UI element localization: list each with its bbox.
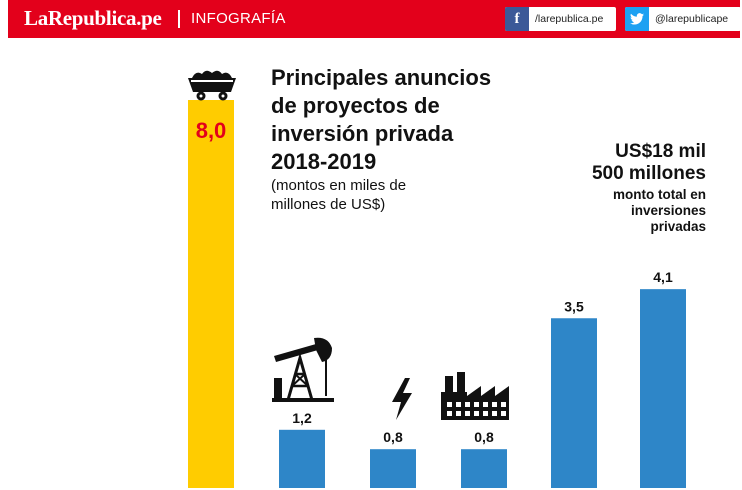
header-bar: LaRepublica.pe INFOGRAFÍA f /larepublica… <box>8 0 741 38</box>
factory-icon <box>441 372 509 420</box>
title-line: 2018-2019 <box>271 149 377 174</box>
total-desc-line: privadas <box>650 219 706 234</box>
total-amount-line: US$18 mil <box>615 141 706 162</box>
brand-logo[interactable]: LaRepublica.pe <box>24 6 162 30</box>
title-line: de proyectos de <box>271 93 440 118</box>
bar <box>279 429 325 488</box>
mine-cart-icon <box>188 70 236 101</box>
bar <box>551 318 597 488</box>
total-annotation: US$18 mil 500 millones monto total en in… <box>592 141 706 235</box>
total-desc-line: inversiones <box>630 203 706 218</box>
twitter-handle: @larepublicape <box>655 13 729 25</box>
title-line: Principales anuncios <box>271 65 492 90</box>
bar-value-label: 0,8 <box>383 429 403 445</box>
bar <box>461 449 507 488</box>
twitter-link[interactable]: @larepublicape <box>625 7 741 31</box>
lightning-icon <box>392 378 412 420</box>
bar-value-label: 3,5 <box>564 298 584 314</box>
total-amount-line: 500 millones <box>591 163 706 184</box>
header-divider <box>178 10 180 28</box>
bar-value-label: 0,8 <box>474 429 494 445</box>
facebook-handle: /larepublica.pe <box>535 13 604 25</box>
total-description: monto total en inversiones privadas <box>592 187 706 235</box>
section-label[interactable]: INFOGRAFÍA <box>191 10 286 27</box>
bar <box>370 449 416 488</box>
facebook-link[interactable]: f /larepublica.pe <box>505 7 616 31</box>
bar-value-label: 1,2 <box>292 410 312 426</box>
chart-subtitle: (montos en miles de millones de US$) <box>271 176 471 214</box>
subtitle-line: (montos en miles de <box>271 177 407 194</box>
total-desc-line: monto total en <box>613 187 706 202</box>
bar-value-label: 8,0 <box>196 118 227 143</box>
subtitle-line: millones de US$) <box>271 196 386 213</box>
facebook-icon: f <box>505 7 529 31</box>
chart-title: Principales anuncios de proyectos de inv… <box>271 64 541 176</box>
oil-pump-icon <box>272 337 334 402</box>
bar <box>640 289 686 488</box>
bar <box>188 100 234 488</box>
twitter-icon <box>625 7 649 31</box>
title-line: inversión privada <box>271 121 454 146</box>
bar-value-label: 4,1 <box>653 269 673 285</box>
total-amount: US$18 mil 500 millones <box>592 141 706 185</box>
